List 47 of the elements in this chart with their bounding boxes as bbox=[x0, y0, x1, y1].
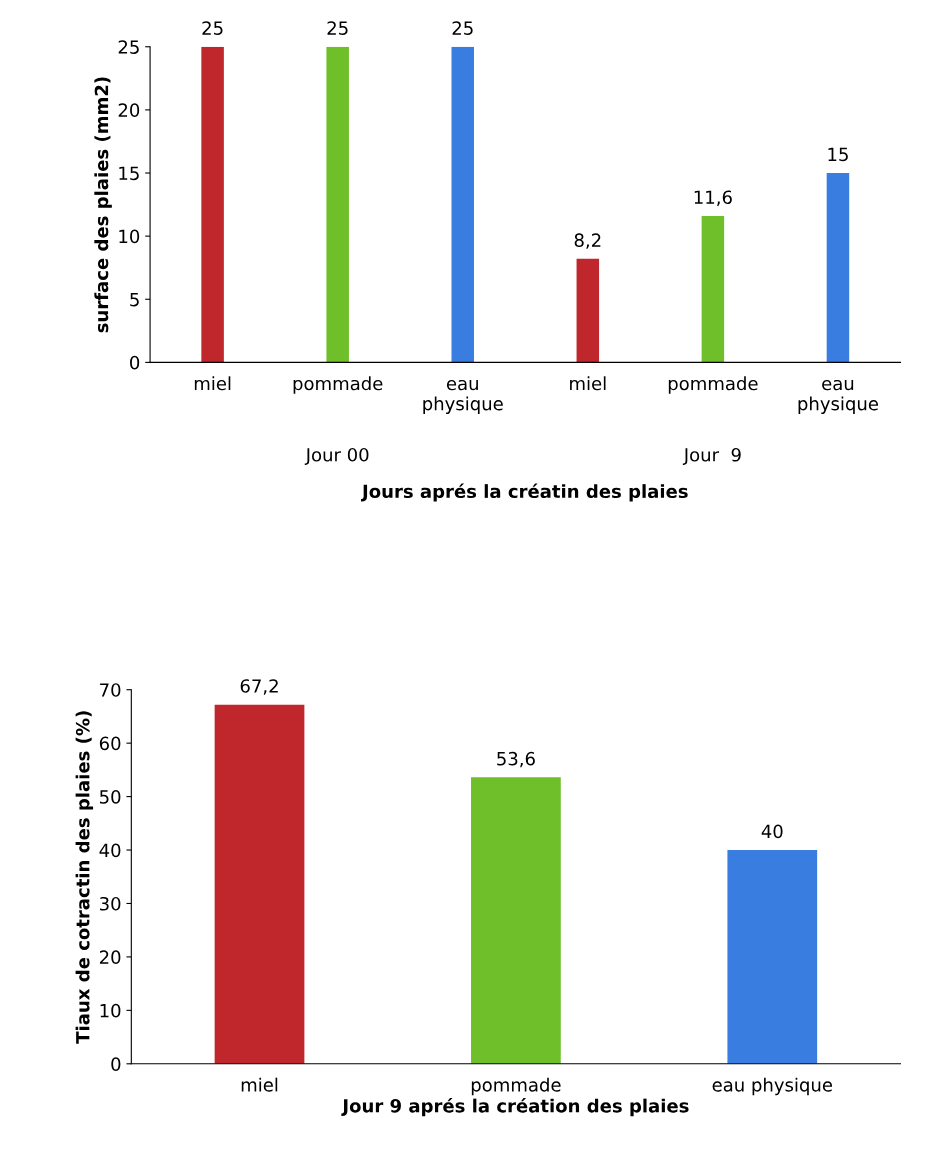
y-axis-title: Tiaux de cotractin des plaies (%) bbox=[75, 711, 94, 1044]
bar bbox=[214, 704, 305, 1064]
y-tick-label: 30 bbox=[100, 896, 121, 911]
x-tick-label: pommade bbox=[471, 1077, 561, 1096]
y-tick-label: 10 bbox=[119, 229, 140, 244]
x-axis-title: Jour 9 aprés la création des plaies bbox=[341, 1097, 689, 1117]
data-label: 40 bbox=[761, 824, 783, 839]
y-axis-title: surface des plaies (mm2) bbox=[94, 77, 112, 333]
y-tick-label: 0 bbox=[130, 355, 140, 370]
bar bbox=[727, 850, 818, 1064]
y-tick-label: 20 bbox=[99, 950, 121, 965]
x-tick-label: pommade bbox=[293, 376, 383, 394]
y-tick-label: 0 bbox=[111, 1057, 121, 1071]
y-tick-label: 10 bbox=[100, 1003, 121, 1018]
x-tick-label: eau physique bbox=[798, 379, 878, 414]
bar bbox=[701, 215, 725, 363]
y-tick-label: 60 bbox=[99, 736, 121, 751]
x-tick-label: miel bbox=[194, 376, 231, 391]
y-tick-label: 40 bbox=[99, 843, 121, 858]
y-tick-label: 5 bbox=[130, 292, 139, 307]
bar bbox=[471, 777, 561, 1064]
x-tick-label: eau physique bbox=[712, 1077, 833, 1096]
data-label: 15 bbox=[828, 147, 848, 162]
data-label: 53,6 bbox=[497, 751, 535, 768]
data-label: 8,2 bbox=[574, 233, 601, 249]
y-tick-label: 50 bbox=[100, 790, 121, 804]
bar bbox=[576, 258, 600, 363]
x-tick-label: eau physique bbox=[423, 379, 503, 414]
x-tick-label: pommade bbox=[668, 376, 758, 394]
y-tick-label: 70 bbox=[100, 683, 121, 697]
data-label: 25 bbox=[202, 21, 223, 35]
data-label: 11,6 bbox=[694, 190, 732, 206]
y-tick-label: 20 bbox=[118, 103, 140, 117]
bar bbox=[451, 46, 474, 363]
text: Jour 00 bbox=[304, 447, 369, 465]
bar bbox=[826, 173, 850, 363]
y-tick-label: 15 bbox=[119, 166, 139, 181]
data-label: 67,2 bbox=[240, 679, 278, 695]
data-label: 25 bbox=[327, 21, 348, 35]
x-axis-title: Jours aprés la créatin des plaies bbox=[361, 483, 688, 502]
text: Jour 9 bbox=[682, 447, 741, 465]
x-tick-label: miel bbox=[241, 1077, 278, 1092]
bar bbox=[201, 46, 224, 363]
x-tick-label: miel bbox=[570, 376, 606, 391]
data-label: 25 bbox=[452, 21, 473, 35]
y-tick-label: 25 bbox=[118, 40, 139, 54]
bar bbox=[326, 46, 349, 363]
